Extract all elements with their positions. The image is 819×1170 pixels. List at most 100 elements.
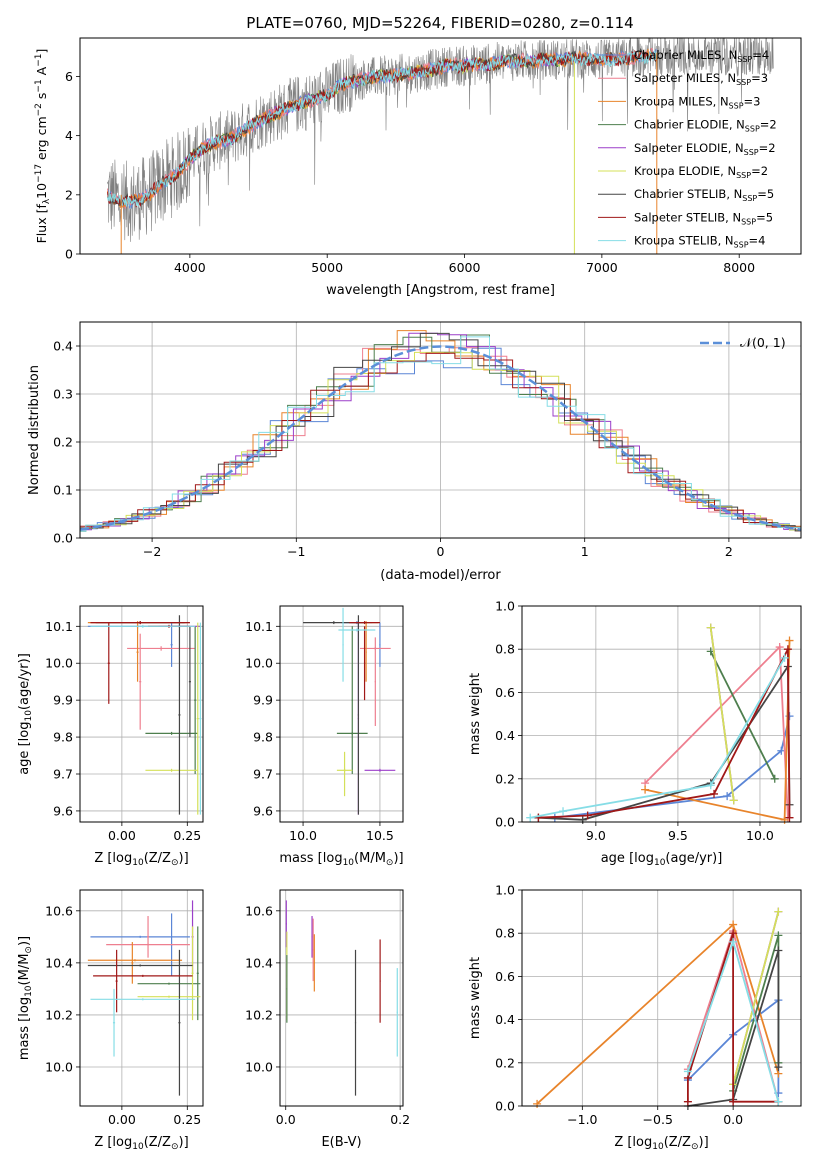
weight-marker [723, 792, 732, 801]
axes-frame [279, 605, 404, 823]
observed-spectrum [107, 38, 774, 242]
x-tick-label: 2 [725, 544, 733, 559]
histogram-chabrier-stelib [80, 332, 801, 532]
weight_vs_age-plot-area [526, 623, 794, 824]
y-axis-label: Flux [fλ10−17 erg cm−2 s−1 A−1] [34, 49, 52, 244]
weight-marker [641, 785, 650, 794]
y-tick-label: 10.0 [45, 656, 73, 671]
spectrum-panel: 4000 5000 6000 7000 8000 0 2 4 6 wavelength [Angs… [34, 37, 802, 298]
y-tick-label: 4 [65, 128, 73, 143]
y-tick-label: 9.7 [53, 767, 73, 782]
histogram-kroupa-stelib [80, 336, 801, 532]
y-tick-label: 0.6 [495, 685, 515, 700]
y-tick-label: 9.7 [253, 767, 273, 782]
model-spectrum-chabrier-stelib [107, 47, 657, 207]
y-tick-label: 0.2 [53, 435, 73, 450]
y-tick-label: 0.0 [53, 531, 73, 546]
residuals-panel: −2 −1 0 1 2 0.0 0.1 0.2 0.3 0.4 (data-model)/error… [27, 321, 802, 583]
weight_vs_Z-panel: −1.0 −0.5 0.0 0.0 0.2 0.4 0.6 0.8 1.0 Z [log10(Z/… [468, 883, 802, 1152]
x-axis-label: Z [log10(Z/Z⊙)] [614, 1135, 708, 1152]
axes-frame [521, 605, 802, 823]
residual-plot-area [80, 330, 801, 533]
y-tick-label: 1.0 [495, 883, 515, 898]
x-tick-label: 7000 [586, 260, 618, 275]
weight-marker [583, 811, 592, 820]
y-tick-label: 2 [65, 187, 73, 202]
histogram-salpeter-stelib [80, 352, 801, 533]
x-tick-label: 0.25 [173, 828, 201, 843]
x-tick-label: 0.00 [108, 1112, 136, 1127]
weight-marker [729, 1097, 738, 1106]
x-tick-label: 0 [437, 544, 445, 559]
spectrum-plot-area [107, 38, 774, 254]
weight-line-chabrier-stelib [538, 663, 791, 821]
x-axis-label: E(B-V) [321, 1135, 361, 1150]
legend-label: Salpeter MILES, NSSP=3 [634, 71, 768, 87]
legend-label: 𝒩(0, 1) [740, 335, 786, 350]
histogram-chabrier-miles [80, 347, 801, 531]
x-tick-label: 10.0 [289, 828, 317, 843]
weight-marker [770, 774, 779, 783]
weight-marker [706, 781, 715, 790]
y-tick-label: 0.4 [53, 339, 73, 354]
weight-marker [683, 1097, 692, 1106]
x-tick-label: 0.25 [173, 1112, 201, 1127]
model-spectrum-kroupa-stelib [107, 50, 657, 207]
weight-line-kroupa-stelib [530, 657, 786, 819]
weight-marker [533, 1099, 542, 1108]
y-tick-label: 10.6 [245, 903, 273, 918]
legend-label: Kroupa MILES, NSSP=3 [634, 94, 760, 110]
age_vs_mass-plot-area [303, 607, 396, 815]
x-tick-label: 5000 [311, 260, 343, 275]
x-tick-label: 4000 [174, 260, 206, 275]
mass_vs_ebv-panel: 0.0 0.2 10.0 10.2 10.4 10.6 E(B-V) [245, 889, 410, 1150]
y-tick-label: 9.9 [53, 693, 73, 708]
weight-marker [774, 1097, 783, 1106]
y-tick-label: 10.2 [45, 1007, 73, 1022]
y-tick-label: 0.0 [495, 1099, 515, 1114]
y-axis-label: age [log10(age/yr)] [17, 653, 34, 775]
x-tick-label: 0.0 [723, 1112, 743, 1127]
legend-label: Salpeter STELIB, NSSP=5 [634, 210, 773, 226]
x-tick-label: −2 [143, 544, 161, 559]
y-tick-label: 0.2 [495, 771, 515, 786]
weight-marker [534, 813, 543, 822]
weight-marker [559, 807, 568, 816]
y-axis-label: mass [log10(M/M⊙)] [17, 936, 34, 1060]
y-tick-label: 10.6 [45, 903, 73, 918]
axes-frame [521, 889, 802, 1107]
y-tick-label: 10.0 [45, 1059, 73, 1074]
y-tick-label: 9.8 [253, 730, 273, 745]
weight-marker [785, 636, 794, 645]
x-tick-label: −1 [287, 544, 305, 559]
y-tick-label: 10.1 [45, 619, 73, 634]
axes-frame [279, 889, 404, 1107]
x-axis-label: age [log10(age/yr)] [601, 851, 723, 868]
weight-marker [783, 645, 792, 654]
weight-marker [706, 623, 715, 632]
weight-marker [774, 931, 783, 940]
y-axis-label: Normed distribution [27, 365, 42, 495]
axes-frame [79, 605, 204, 823]
x-axis-label: (data-model)/error [380, 568, 501, 583]
weight-marker [780, 815, 789, 824]
y-tick-label: 0 [65, 247, 73, 262]
weight_vs_age-panel: 9.0 9.5 10.0 0.0 0.2 0.4 0.6 0.8 1.0 age [log10(a… [468, 599, 802, 868]
weight-marker [729, 920, 738, 929]
age_vs_mass-panel: 10.0 10.5 9.6 9.7 9.8 9.9 10.0 10.1 mass [log10(… [245, 605, 404, 868]
y-tick-label: 10.0 [245, 656, 273, 671]
axes-frame [79, 37, 802, 255]
figure-title: PLATE=0760, MJD=52264, FIBERID=0280, z=0… [246, 14, 633, 32]
x-axis-label: Z [log10(Z/Z⊙)] [94, 851, 188, 868]
y-axis-label: mass weight [468, 957, 483, 1039]
y-tick-label: 10.0 [245, 1059, 273, 1074]
y-tick-label: 9.9 [253, 693, 273, 708]
x-tick-label: 1 [581, 544, 589, 559]
x-tick-label: 10.5 [366, 828, 394, 843]
legend-label: Chabrier STELIB, NSSP=5 [634, 187, 774, 203]
weight-marker [780, 653, 789, 662]
x-tick-label: −1.0 [567, 1112, 597, 1127]
x-tick-label: 10.0 [746, 828, 774, 843]
y-tick-label: 0.6 [495, 969, 515, 984]
